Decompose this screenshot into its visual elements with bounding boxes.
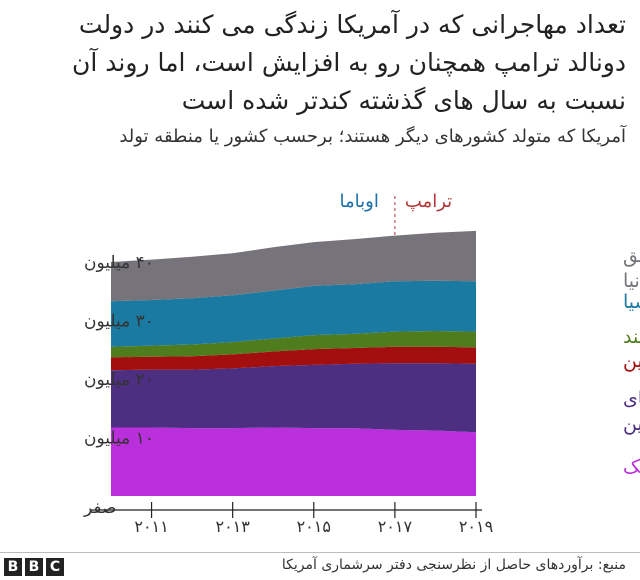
series-label-india: هند — [623, 326, 640, 348]
area-india — [111, 331, 476, 358]
x-tick-label: ۲۰۱۵ — [297, 517, 331, 536]
footer-divider — [0, 552, 640, 553]
x-tick-label: ۲۰۱۱ — [134, 517, 168, 536]
bbc-logo: B B C — [4, 558, 64, 576]
bbc-logo-letter-b1: B — [4, 558, 22, 576]
chart-subtitle: آمریکا که متولد کشورهای دیگر هستند؛ برحس… — [119, 126, 626, 147]
area-mexico — [111, 427, 476, 496]
series-label-latam: لاتین — [623, 413, 640, 435]
y-tick-label: ۳۰ میلیون — [84, 311, 154, 331]
area-asia — [111, 280, 476, 347]
series-label-china: چین — [623, 350, 640, 372]
stacked-area-chart: اوباما ترامپ ۲۰۱۱ ۲۰۱۳ ۲۰۱۵ ۲۰۱۷ ۲۰۱۹ صفر ۱۰ میل… — [83, 191, 640, 536]
y-tick-label: صفر — [83, 498, 116, 518]
series-label-world: بقیه مناطق — [623, 245, 640, 267]
y-tick-label: ۴۰ میلیون — [84, 253, 154, 273]
area-latam — [111, 363, 476, 433]
x-tick-label: ۲۰۱۷ — [378, 517, 413, 536]
series-label-world: دنیا — [623, 270, 640, 292]
x-tick-label: ۲۰۱۹ — [459, 517, 493, 536]
bbc-logo-letter-b2: B — [25, 558, 43, 576]
bbc-logo-letter-c: C — [46, 558, 64, 576]
series-label-mexico: مکزیک — [623, 456, 640, 478]
x-tick-label: ۲۰۱۳ — [215, 517, 250, 536]
chart-title: تعداد مهاجرانی که در آمریکا زندگی می کنن… — [72, 10, 626, 115]
y-tick-label: ۱۰ میلیون — [84, 428, 154, 448]
area-world — [111, 230, 476, 302]
area-china — [111, 346, 476, 371]
annotation-obama: اوباما — [340, 191, 379, 212]
source-note: منبع: برآوردهای حاصل از نظرسنجی دفتر سرش… — [281, 557, 626, 573]
y-tick-label: ۲۰ میلیون — [84, 370, 154, 390]
annotation-trump: ترامپ — [405, 191, 452, 212]
series-label-latam: بقیه آمریکای — [623, 386, 640, 410]
series-label-asia: بقیه آسیا — [623, 289, 640, 313]
